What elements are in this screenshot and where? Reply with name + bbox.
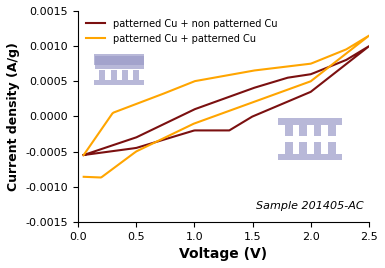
patterned Cu + patterned Cu: [81, 175, 86, 178]
patterned Cu + non patterned Cu: [81, 153, 86, 157]
FancyBboxPatch shape: [314, 142, 321, 154]
patterned Cu + patterned Cu: [81, 153, 86, 157]
FancyBboxPatch shape: [285, 125, 293, 136]
patterned Cu + patterned Cu: [343, 53, 347, 56]
FancyBboxPatch shape: [328, 142, 336, 154]
FancyBboxPatch shape: [95, 56, 144, 69]
FancyBboxPatch shape: [94, 54, 144, 65]
Line: patterned Cu + non patterned Cu: patterned Cu + non patterned Cu: [84, 46, 369, 155]
patterned Cu + non patterned Cu: [94, 152, 99, 155]
patterned Cu + patterned Cu: [367, 34, 372, 37]
FancyBboxPatch shape: [328, 125, 336, 136]
patterned Cu + patterned Cu: [312, 77, 316, 80]
FancyBboxPatch shape: [94, 80, 144, 85]
patterned Cu + non patterned Cu: [343, 63, 347, 66]
FancyBboxPatch shape: [299, 125, 307, 136]
FancyBboxPatch shape: [278, 118, 342, 125]
patterned Cu + non patterned Cu: [353, 53, 358, 56]
FancyBboxPatch shape: [110, 70, 117, 80]
patterned Cu + patterned Cu: [93, 176, 97, 179]
Text: Sample 201405-AC: Sample 201405-AC: [256, 201, 363, 211]
patterned Cu + non patterned Cu: [81, 153, 86, 157]
patterned Cu + patterned Cu: [183, 126, 188, 129]
patterned Cu + patterned Cu: [353, 42, 358, 46]
FancyBboxPatch shape: [299, 142, 307, 154]
FancyBboxPatch shape: [278, 154, 342, 160]
FancyBboxPatch shape: [122, 70, 128, 80]
Line: patterned Cu + patterned Cu: patterned Cu + patterned Cu: [84, 36, 369, 177]
X-axis label: Voltage (V): Voltage (V): [179, 247, 268, 261]
FancyBboxPatch shape: [314, 125, 321, 136]
patterned Cu + non patterned Cu: [312, 88, 316, 91]
FancyBboxPatch shape: [133, 70, 139, 80]
patterned Cu + non patterned Cu: [357, 51, 361, 54]
FancyBboxPatch shape: [285, 142, 293, 154]
patterned Cu + patterned Cu: [357, 40, 361, 43]
Legend: patterned Cu + non patterned Cu, patterned Cu + patterned Cu: patterned Cu + non patterned Cu, pattern…: [83, 16, 280, 47]
patterned Cu + non patterned Cu: [183, 131, 188, 135]
patterned Cu + non patterned Cu: [367, 44, 372, 48]
FancyBboxPatch shape: [99, 70, 105, 80]
patterned Cu + patterned Cu: [99, 176, 103, 179]
Y-axis label: Current density (A/g): Current density (A/g): [7, 42, 20, 191]
